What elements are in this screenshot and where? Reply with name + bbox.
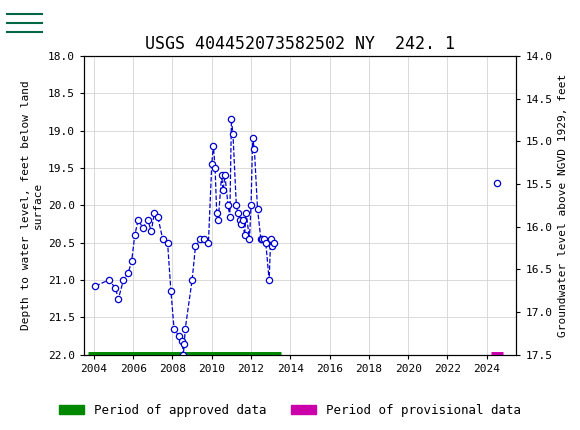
Bar [5, 6, 45, 40]
Text: USGS: USGS [55, 14, 110, 31]
Title: USGS 404452073582502 NY  242. 1: USGS 404452073582502 NY 242. 1 [145, 35, 455, 53]
Y-axis label: Groundwater level above NGVD 1929, feet: Groundwater level above NGVD 1929, feet [558, 74, 568, 337]
Y-axis label: Depth to water level, feet below land
surface: Depth to water level, feet below land su… [21, 80, 42, 330]
Legend: Period of approved data, Period of provisional data: Period of approved data, Period of provi… [54, 399, 526, 421]
